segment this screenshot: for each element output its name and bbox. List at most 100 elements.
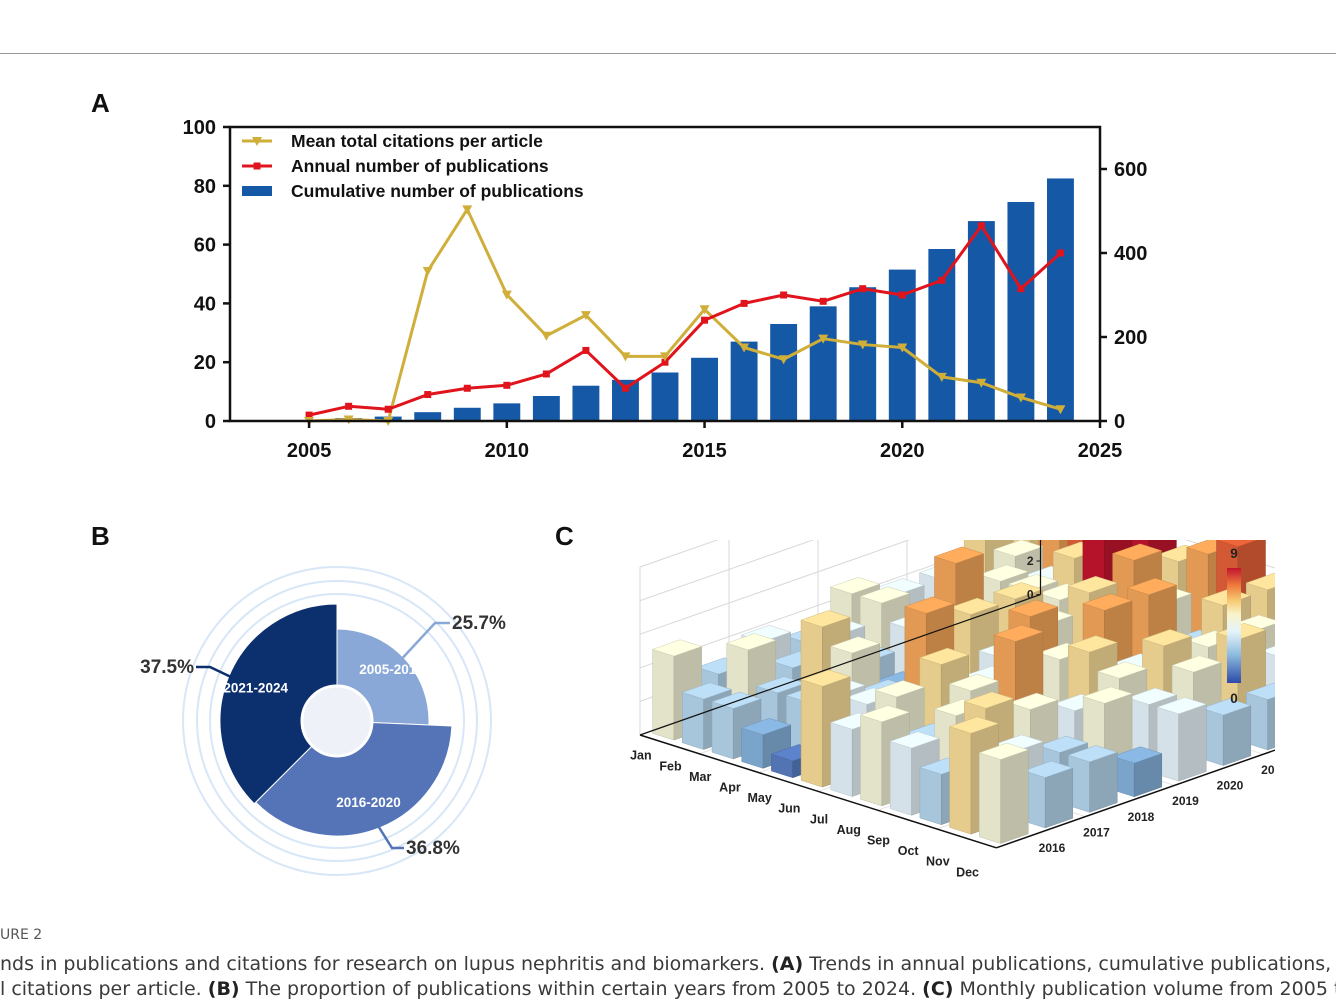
point-citations [1055,405,1066,415]
bar-face-top [1097,661,1148,679]
bar-cumulative [849,287,877,421]
year-label: 2021 [1261,763,1275,777]
bar-cumulative [414,412,442,421]
panel-c-label: C [555,521,574,551]
point-citations [976,378,987,388]
year-axis [996,749,1275,849]
y2-tick-label: 600 [1114,159,1147,181]
month-label: Nov [926,855,950,869]
y-tick-label: 100 [183,117,216,139]
top-rule [0,53,1336,54]
bar-cumulative [967,221,995,421]
y-tick-label: 0 [205,411,216,433]
point-annual [424,391,432,399]
bar-cumulative [572,385,600,421]
bar-face-top [1067,745,1119,763]
month-label: Feb [659,759,682,773]
bar-face-top [711,691,762,709]
point-annual [305,411,313,419]
bar-face-top [1067,576,1118,593]
point-annual [780,291,788,299]
point-annual [621,384,629,392]
bar-cumulative [770,323,798,421]
series-line-annual [308,224,1062,417]
bar-face-top [1126,687,1178,705]
y-tick-label: 80 [194,176,216,198]
point-annual [463,384,471,392]
point-citations [739,343,750,353]
bar-cumulative [493,403,521,421]
year-label: 2016 [1039,841,1066,855]
caption-text: Trends in annual publications, cumulativ… [809,953,1336,975]
bar-face-side [1178,703,1207,782]
bar-3d [978,742,1030,844]
bar-face-front [741,727,764,769]
bar-face-top [874,680,926,698]
month-label: Sep [867,834,890,848]
bar-face-top [1037,735,1089,753]
x-tick-label: 2025 [1078,440,1123,462]
series-line-citations [309,207,1061,423]
point-annual [345,402,353,410]
year-label: 2017 [1083,825,1110,839]
point-citations [660,352,670,362]
point-annual [740,299,748,307]
point-citations [620,352,631,362]
bar-face-top [1111,543,1163,561]
bar-cumulative [928,249,956,421]
bar-cumulative [453,407,481,421]
bar-face-top [1141,629,1193,647]
bar-face-top [1215,540,1258,547]
slice-label: 2005-2015 [359,662,424,677]
y-tick-label: 60 [194,235,216,257]
bar-face-top [948,674,1000,691]
percent-label: 25.7% [452,613,506,634]
y2-tick-label: 400 [1114,243,1147,265]
bar-face-front [919,767,942,826]
bar-face-top [963,691,1015,709]
bar-face-top [993,540,1044,557]
bar-face-top [1201,698,1252,716]
colorbar-max-label: 9 [1230,546,1238,561]
month-label: Apr [719,781,741,795]
bar-face-top [1008,692,1059,710]
bar-face-side [1089,751,1118,813]
point-annual [701,316,709,324]
month-label: Aug [837,823,861,837]
point-annual [1017,285,1025,293]
bar-face-top [1082,686,1133,704]
point-annual [503,381,511,389]
panel-a-chart: 0 20 40 60 80 100 0 200 400 600 2005 2010 2015 2020 20… [183,117,1148,462]
slice-label: 2021-2024 [223,680,288,695]
bar-3d [1201,698,1252,766]
plot-frame [228,125,1102,423]
bar-face-top [993,582,1044,600]
figure-label: URE 2 [0,927,43,943]
bar-face-top [1245,573,1275,590]
bar-face-top [904,596,955,614]
point-citations [936,372,947,382]
point-citations [462,205,473,215]
panel-b-label: B [91,521,110,551]
point-citations [501,290,512,300]
bar-face-side [1044,767,1074,829]
bar-face-top [1156,697,1208,715]
bar-3d [1112,746,1163,798]
y-tick-label: 40 [194,293,216,315]
month-label: Jul [810,812,828,826]
point-annual [898,291,906,299]
colorbar [1227,568,1241,683]
point-citations [778,355,789,365]
panel-a-label: A [91,88,110,118]
month-label: Oct [898,844,920,858]
background-ring [182,566,492,876]
point-annual [938,276,946,284]
base-axis [639,594,1041,736]
y-tick-label: 20 [194,352,216,374]
bar-face-side [1000,749,1029,844]
point-annual [859,285,867,293]
bar-face-top [726,633,777,651]
bar-face-top [740,718,792,735]
bar-cumulative [651,372,679,421]
point-citations [818,334,829,344]
